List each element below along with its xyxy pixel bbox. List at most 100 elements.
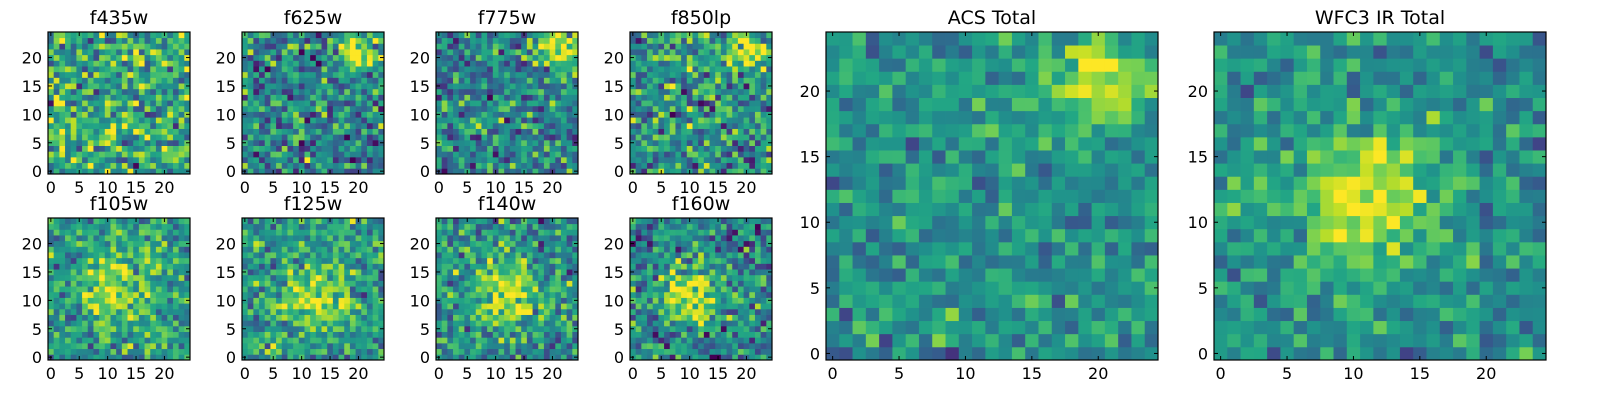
heatmap-cell — [481, 71, 488, 78]
heatmap-cell — [675, 308, 682, 315]
heatmap-cell — [504, 274, 511, 281]
heatmap-cell — [99, 223, 106, 230]
heatmap-cell — [458, 308, 465, 315]
heatmap-cell — [453, 71, 460, 78]
heatmap-cell — [82, 100, 89, 107]
heatmap-cell — [361, 223, 368, 230]
heatmap-cell — [372, 122, 379, 129]
heatmap-cell — [110, 117, 117, 124]
heatmap-cell — [264, 297, 271, 304]
heatmap-cell — [287, 66, 294, 73]
heatmap-cell — [276, 348, 283, 355]
heatmap-cell — [647, 37, 654, 44]
heatmap-cell — [681, 94, 688, 101]
heatmap-cell — [184, 342, 191, 350]
heatmap-cell — [127, 94, 134, 101]
heatmap-cell — [681, 348, 688, 355]
heatmap-cell — [270, 252, 277, 259]
heatmap-cell — [481, 77, 488, 84]
heatmap-cell — [99, 134, 106, 141]
heatmap-cell — [242, 145, 249, 152]
heatmap-cell — [515, 139, 522, 146]
heatmap-cell — [53, 320, 60, 327]
heatmap-cell — [293, 156, 300, 164]
heatmap-cell — [116, 218, 123, 225]
heatmap-cell — [321, 71, 328, 78]
heatmap-cell — [664, 60, 671, 67]
heatmap-cell — [76, 257, 83, 264]
panel-title: f125w — [284, 193, 343, 215]
heatmap-cell — [150, 269, 157, 276]
heatmap-cell — [521, 60, 528, 67]
heatmap-cell — [760, 314, 767, 321]
heatmap-cell — [127, 280, 134, 287]
heatmap-cell — [338, 49, 345, 56]
heatmap-cell — [509, 145, 516, 152]
heatmap-cell — [110, 314, 117, 321]
heatmap-cell — [470, 263, 477, 270]
heatmap-cell — [720, 348, 727, 355]
heatmap-cell — [532, 252, 539, 259]
heatmap-cell — [270, 235, 277, 242]
heatmap-cell — [70, 77, 77, 84]
heatmap-cell — [99, 337, 106, 344]
heatmap-cell — [470, 139, 477, 146]
heatmap-cell — [630, 151, 637, 158]
heatmap-cell — [65, 297, 72, 304]
heatmap-cell — [635, 280, 642, 287]
heatmap-cell — [538, 348, 545, 355]
heatmap-cell — [504, 100, 511, 107]
heatmap-cell — [470, 66, 477, 73]
heatmap-cell — [509, 291, 516, 298]
heatmap-cell — [675, 320, 682, 327]
heatmap-cell — [498, 156, 505, 164]
heatmap-cell — [247, 49, 254, 56]
heatmap-cell — [664, 337, 671, 344]
heatmap-cell — [470, 229, 477, 236]
heatmap-cell — [447, 280, 454, 287]
heatmap-cell — [749, 337, 756, 344]
heatmap-cell — [127, 274, 134, 281]
heatmap-cell — [121, 354, 128, 361]
heatmap-cell — [515, 320, 522, 327]
heatmap-cell — [543, 77, 550, 84]
heatmap-cell — [378, 122, 385, 129]
heatmap-cell — [521, 303, 528, 310]
heatmap-cell — [560, 128, 568, 135]
heatmap-cell — [144, 252, 151, 259]
heatmap-cell — [709, 168, 716, 175]
heatmap-cell — [515, 37, 522, 44]
heatmap-cell — [304, 100, 311, 107]
heatmap-cell — [481, 223, 488, 230]
heatmap-cell — [287, 314, 294, 321]
heatmap-cell — [48, 348, 55, 355]
heatmap-cell — [630, 162, 637, 169]
heatmap-cell — [172, 105, 180, 112]
heatmap-cell — [635, 168, 642, 175]
heatmap-cell — [121, 269, 128, 276]
heatmap-cell — [760, 139, 767, 146]
heatmap-cell — [315, 100, 322, 107]
heatmap-cell — [692, 331, 699, 338]
heatmap-cell — [447, 229, 454, 236]
heatmap-cell — [703, 337, 710, 344]
heatmap-cell — [675, 337, 682, 344]
heatmap-cell — [754, 151, 762, 158]
heatmap-cell — [59, 274, 66, 281]
heatmap-cell — [572, 331, 579, 338]
heatmap-cell — [133, 111, 140, 118]
heatmap-cell — [453, 325, 460, 332]
heatmap-cell — [304, 162, 311, 169]
heatmap-cell — [349, 88, 356, 95]
heatmap-cell — [298, 77, 305, 84]
heatmap-cell — [270, 88, 277, 95]
heatmap-cell — [675, 331, 682, 338]
heatmap-cell — [475, 354, 482, 361]
x-tick-label: 15 — [126, 178, 146, 197]
heatmap-cell — [372, 49, 379, 56]
heatmap-cell — [378, 151, 385, 158]
heatmap-cell — [332, 263, 339, 270]
heatmap-cell — [555, 257, 562, 264]
heatmap-cell — [641, 43, 648, 50]
heatmap-cell — [242, 49, 249, 56]
